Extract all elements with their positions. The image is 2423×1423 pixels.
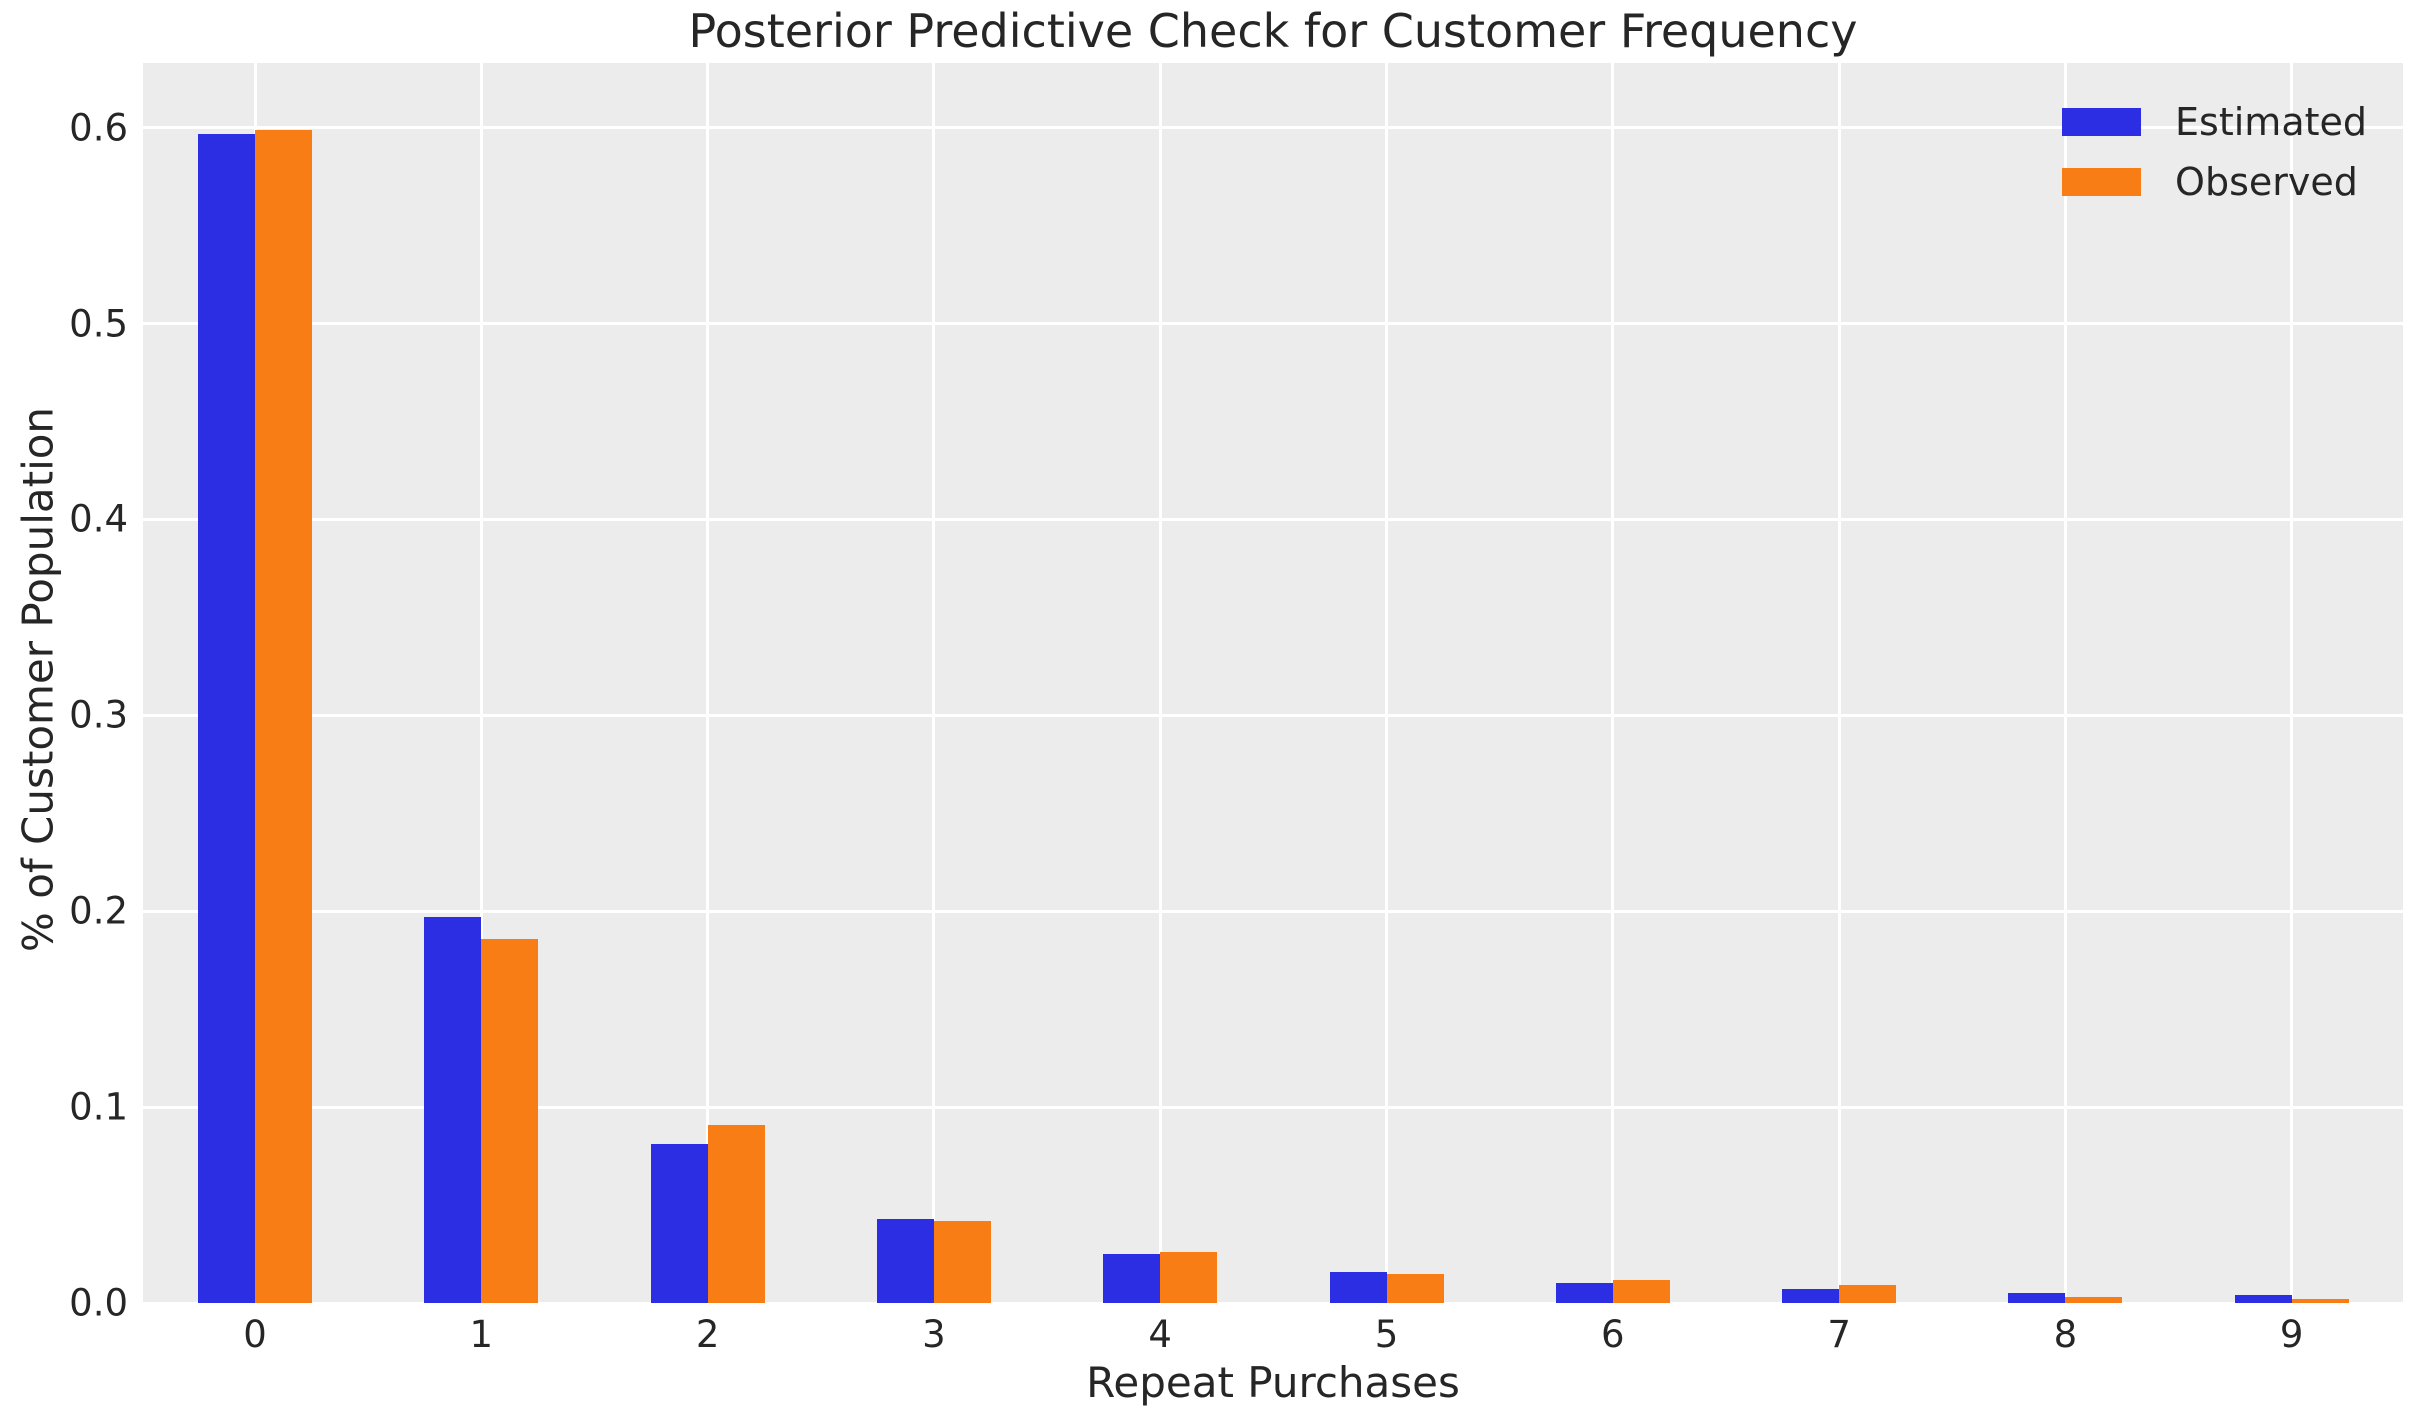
h-gridline <box>143 517 2403 521</box>
x-tick-label: 8 <box>2053 1313 2078 1356</box>
legend-swatch-icon <box>2062 108 2142 136</box>
h-gridline <box>143 1301 2403 1305</box>
legend: Estimated Observed <box>2062 103 2367 201</box>
y-axis-label: % of Customer Population <box>13 406 63 953</box>
x-tick-label: 1 <box>469 1313 494 1356</box>
v-gridline <box>1385 63 1388 1303</box>
bar-estimated-5 <box>1329 1271 1387 1303</box>
bar-observed-8 <box>2065 1297 2123 1303</box>
chart-title: Posterior Predictive Check for Customer … <box>688 4 1858 58</box>
bar-estimated-6 <box>1555 1283 1613 1303</box>
v-gridline <box>2063 63 2067 1303</box>
legend-label: Estimated <box>2175 100 2367 144</box>
bar-observed-5 <box>1386 1273 1444 1303</box>
bar-observed-6 <box>1612 1279 1670 1303</box>
legend-entry: Observed <box>2062 163 2367 201</box>
x-tick-label: 9 <box>2279 1313 2304 1356</box>
v-gridline <box>2290 63 2294 1303</box>
v-gridline <box>1837 63 1841 1303</box>
bar-observed-1 <box>481 938 539 1303</box>
bar-observed-2 <box>707 1124 765 1303</box>
y-tick-label: 0.6 <box>69 106 128 150</box>
v-gridline <box>1158 63 1162 1303</box>
y-tick-label: 0.4 <box>69 497 128 541</box>
x-tick-label: 7 <box>1827 1313 1851 1356</box>
y-tick-label: 0.0 <box>69 1281 128 1325</box>
x-tick-label: 4 <box>1148 1313 1172 1356</box>
bar-estimated-2 <box>650 1144 708 1303</box>
bar-observed-0 <box>255 129 312 1303</box>
bar-estimated-0 <box>198 133 255 1303</box>
bar-observed-4 <box>1160 1252 1218 1303</box>
y-tick-label: 0.2 <box>69 889 128 933</box>
h-gridline <box>143 713 2403 717</box>
x-axis-label: Repeat Purchases <box>1086 1358 1460 1407</box>
h-gridline <box>143 322 2403 326</box>
y-tick-label: 0.3 <box>69 693 128 737</box>
x-tick-label: 5 <box>1374 1313 1399 1356</box>
legend-label: Observed <box>2175 160 2358 204</box>
bar-observed-9 <box>2291 1299 2349 1303</box>
h-gridline <box>143 909 2403 913</box>
bar-estimated-7 <box>1782 1289 1840 1303</box>
v-gridline <box>932 63 936 1303</box>
x-tick-label: 2 <box>695 1313 720 1356</box>
h-gridline <box>143 1105 2403 1109</box>
v-gridline <box>1611 63 1615 1303</box>
x-tick-label: 3 <box>922 1313 946 1356</box>
y-tick-label: 0.5 <box>69 302 128 346</box>
bar-estimated-4 <box>1103 1254 1161 1303</box>
bar-estimated-1 <box>424 917 482 1303</box>
x-tick-label: 0 <box>243 1313 267 1356</box>
bar-estimated-8 <box>2008 1293 2066 1303</box>
plot-area: Estimated Observed <box>143 63 2403 1305</box>
bar-observed-7 <box>1839 1285 1897 1303</box>
bar-estimated-3 <box>876 1218 934 1303</box>
h-gridline <box>143 126 2403 130</box>
legend-entry: Estimated <box>2062 103 2367 141</box>
v-gridline <box>706 63 710 1303</box>
y-tick-label: 0.1 <box>69 1085 128 1129</box>
x-tick-label: 6 <box>1601 1313 1625 1356</box>
bar-estimated-9 <box>2234 1295 2292 1303</box>
bar-observed-3 <box>933 1220 991 1303</box>
legend-swatch-icon <box>2062 168 2142 196</box>
v-gridline <box>479 63 483 1303</box>
